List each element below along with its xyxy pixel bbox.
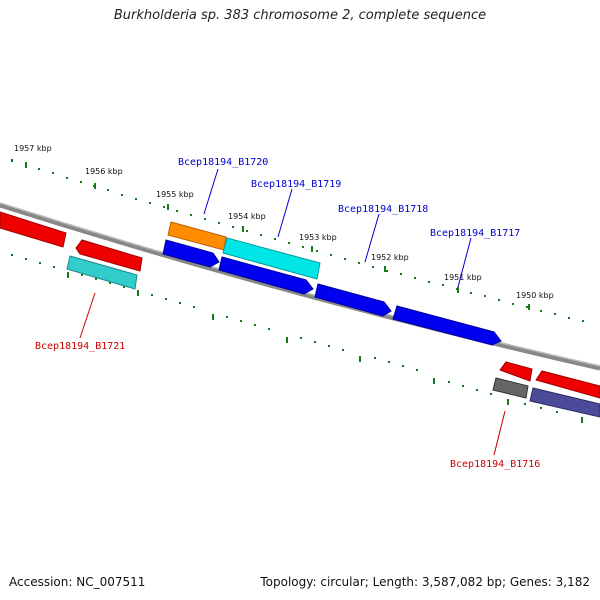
gene-arrow-blue-2[interactable] [218, 256, 314, 295]
gene-arrow-teal-b1721[interactable] [66, 255, 138, 290]
gene-label-b1721[interactable]: Bcep18194_B1721 [35, 341, 125, 352]
gene-label-b1720[interactable]: Bcep18194_B1720 [178, 157, 268, 168]
genome-summary-text: Topology: circular; Length: 3,587,082 bp… [260, 575, 590, 589]
kbp-label-1953: 1953 kbp [299, 233, 337, 242]
kbp-label-1951: 1951 kbp [444, 273, 482, 282]
leader-line-b1718 [364, 213, 380, 263]
kbp-label-1952: 1952 kbp [371, 253, 409, 262]
accession-text: Accession: NC_007511 [9, 575, 146, 589]
gene-arrow-red-right-2[interactable] [535, 370, 600, 399]
kbp-label-1955: 1955 kbp [156, 190, 194, 199]
gene-arrow-red-b1721[interactable] [75, 239, 143, 272]
leader-line-b1721 [79, 292, 96, 339]
leader-line-b1717 [457, 237, 472, 288]
upper-tick-track [11, 159, 584, 322]
page-title: Burkholderia sp. 383 chromosome 2, compl… [113, 8, 487, 23]
leader-line-b1716 [493, 410, 506, 456]
gene-arrow-slate[interactable] [529, 387, 600, 418]
gene-arrow-blue-3[interactable] [314, 283, 392, 317]
gene-label-b1717[interactable]: Bcep18194_B1717 [430, 228, 520, 239]
gene-arrow-blue-4[interactable] [392, 305, 502, 346]
gene-label-b1718[interactable]: Bcep18194_B1718 [338, 204, 428, 215]
gene-arrow-red-left[interactable] [0, 211, 67, 248]
gene-label-b1719[interactable]: Bcep18194_B1719 [251, 179, 341, 190]
gene-arrow-blue-1[interactable] [162, 239, 220, 268]
lower-tick-track [11, 254, 583, 423]
gene-arrow-red-right-1[interactable] [499, 361, 533, 382]
gene-label-b1716[interactable]: Bcep18194_B1716 [450, 459, 540, 470]
leader-line-b1720 [203, 168, 219, 215]
leader-line-b1719 [277, 188, 293, 238]
gene-arrow-cyan-b1719[interactable] [222, 237, 321, 280]
kbp-label-1954: 1954 kbp [228, 212, 266, 221]
kbp-label-1950: 1950 kbp [516, 291, 554, 300]
kbp-label-1957: 1957 kbp [14, 144, 52, 153]
gene-arrow-gray-b1716[interactable] [492, 377, 529, 399]
kbp-label-1956: 1956 kbp [85, 167, 123, 176]
